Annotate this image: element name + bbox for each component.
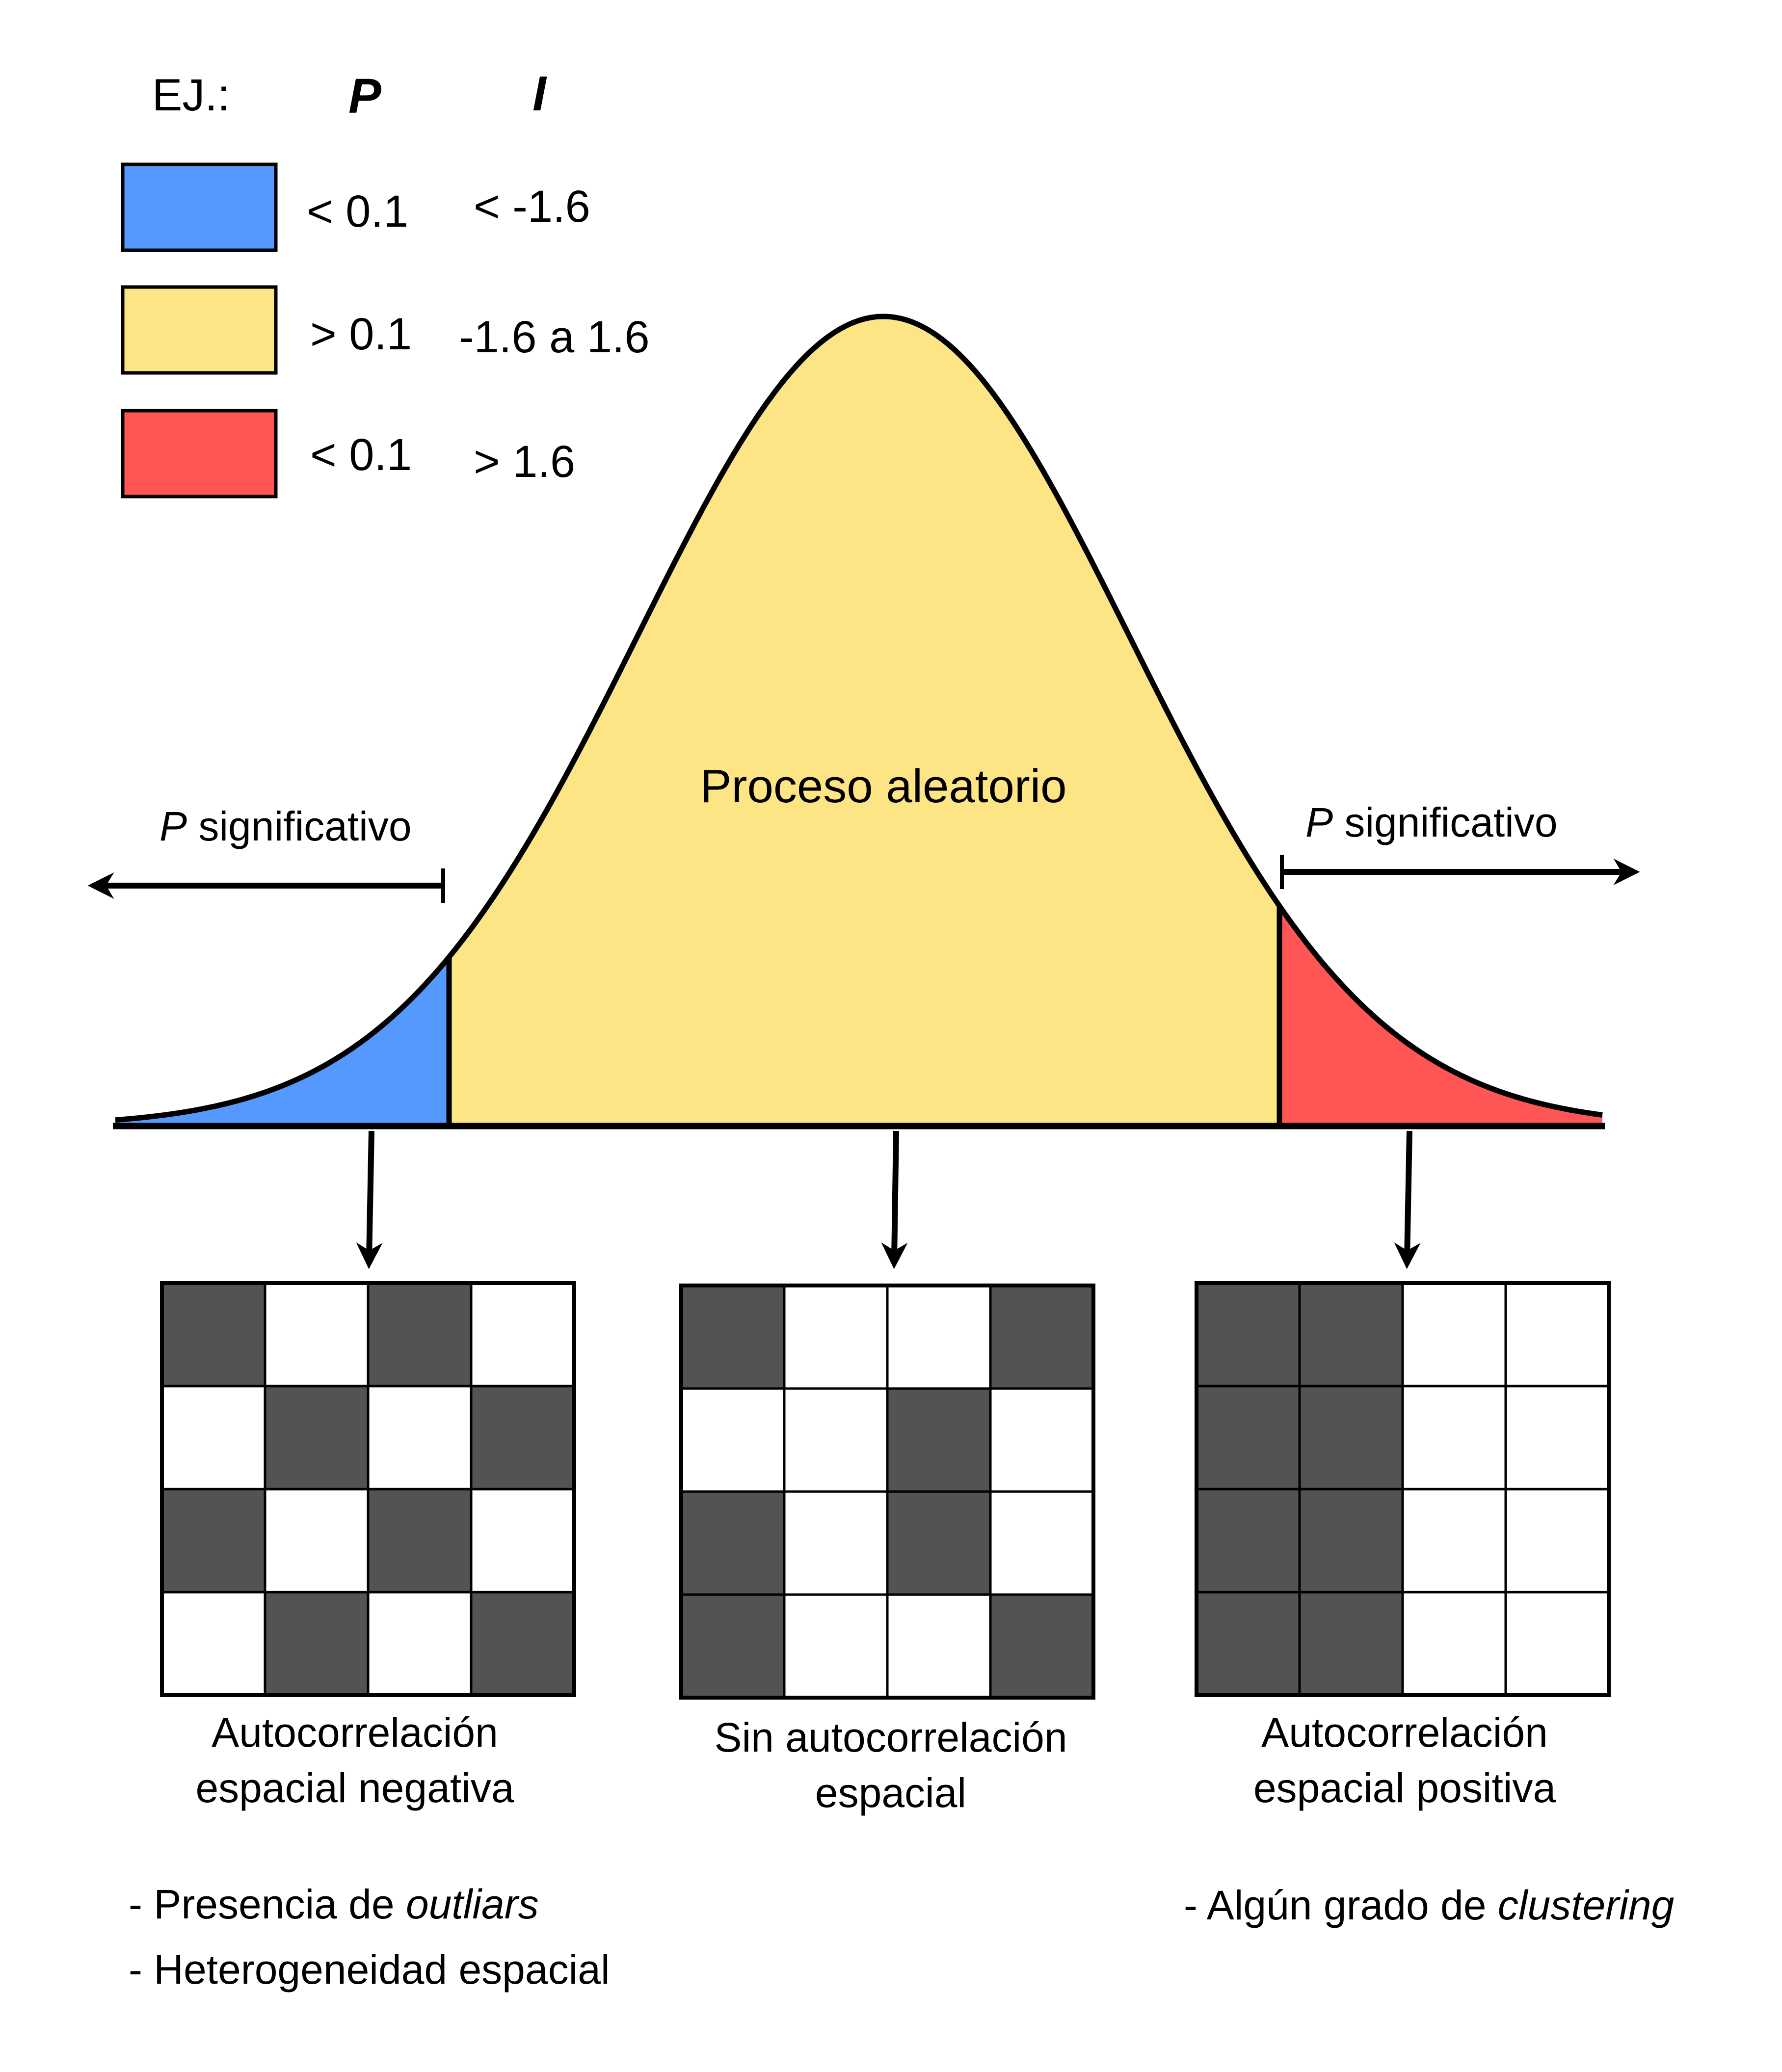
grid-cell-dark (1195, 1282, 1301, 1388)
grid-cell-dark (680, 1593, 786, 1699)
grid-cell-light (160, 1591, 266, 1697)
grid-cell-light (1401, 1591, 1507, 1697)
grid-border (679, 1284, 1095, 1700)
grid-border (1195, 1281, 1611, 1697)
legend-header-p: P (348, 69, 381, 124)
grid-cell-dark (1298, 1385, 1404, 1491)
legend: EJ.: P I < 0.1 < -1.6 > 0.1 -1.6 a 1.6 <… (121, 66, 650, 498)
grid-cell-dark (680, 1284, 786, 1390)
caption-none-line2: espacial (815, 1770, 966, 1816)
grid-cell-light (1401, 1385, 1507, 1491)
left-significance-indicator: P significativo (87, 803, 445, 903)
grid-cell-dark (886, 1387, 992, 1493)
legend-i-value: -1.6 a 1.6 (459, 312, 650, 362)
grid-cell-light (783, 1490, 889, 1596)
grid-cell-dark (470, 1385, 576, 1491)
grid-cell-light (989, 1387, 1095, 1493)
right-significance-indicator: P significativo (1280, 799, 1640, 889)
grid-negative (160, 1281, 576, 1697)
down-arrow-none (881, 1130, 908, 1269)
grid-cell-light (470, 1488, 576, 1594)
legend-swatch-red (121, 409, 278, 498)
legend-swatch-blue (121, 162, 278, 252)
right-significance-label: P significativo (1305, 799, 1558, 845)
grid-cell-light (989, 1490, 1095, 1596)
legend-i-value: < -1.6 (474, 182, 590, 232)
caption-negative-line1: Autocorrelación (212, 1709, 498, 1756)
curve-outline (115, 314, 1603, 1123)
down-arrow-positive (1394, 1130, 1421, 1269)
grid-cell-dark (470, 1591, 576, 1697)
caption-none-line1: Sin autocorrelación (714, 1714, 1067, 1760)
grid-cell-light (264, 1488, 370, 1594)
normal-curve: Proceso aleatorio (113, 314, 1605, 1129)
note-heterogeneity: - Heterogeneidad espacial (129, 1946, 610, 1993)
grid-cell-light (783, 1387, 889, 1493)
left-significance-label: P significativo (160, 803, 412, 849)
grid-cell-light (1504, 1385, 1610, 1491)
caption-negative-line2: espacial negativa (195, 1765, 514, 1811)
curve-center-label: Proceso aleatorio (700, 760, 1066, 813)
grid-cell-light (264, 1282, 370, 1388)
curve-right-tail (1279, 906, 1602, 1126)
grid-cell-light (1504, 1591, 1610, 1697)
grid-cell-dark (1298, 1282, 1404, 1388)
grid-cell-light (367, 1591, 473, 1697)
legend-swatch-yellow (121, 285, 278, 375)
grid-cell-light (886, 1593, 992, 1699)
grid-cell-light (783, 1284, 889, 1390)
grid-cell-light (1401, 1282, 1507, 1388)
grid-cell-dark (1298, 1591, 1404, 1697)
grid-cell-dark (264, 1591, 370, 1697)
grid-cell-dark (989, 1284, 1095, 1390)
grid-cell-light (1504, 1282, 1610, 1388)
grid-cell-light (367, 1385, 473, 1491)
grid-cell-dark (264, 1385, 370, 1491)
caption-positive-line1: Autocorrelación (1261, 1709, 1548, 1756)
down-arrow-negative (356, 1130, 383, 1269)
grid-border (160, 1281, 576, 1697)
grid-cell-dark (886, 1490, 992, 1596)
grid-none (679, 1284, 1095, 1700)
grid-cell-light (1401, 1488, 1507, 1594)
grid-cell-light (680, 1387, 786, 1493)
legend-p-value: < 0.1 (310, 430, 412, 480)
legend-prefix: EJ.: (152, 70, 230, 120)
legend-header-i: I (532, 66, 547, 121)
grid-cell-dark (989, 1593, 1095, 1699)
grid-cell-dark (160, 1488, 266, 1594)
grid-cell-dark (680, 1490, 786, 1596)
grid-positive (1195, 1281, 1611, 1697)
grid-cell-dark (1195, 1385, 1301, 1491)
grid-cell-light (470, 1282, 576, 1388)
note-outliers: - Presencia de outliars (129, 1881, 539, 1927)
legend-p-value: > 0.1 (310, 309, 412, 359)
grid-cell-dark (1298, 1488, 1404, 1594)
grid-cell-dark (1195, 1591, 1301, 1697)
grid-cell-dark (1195, 1488, 1301, 1594)
grid-cell-dark (160, 1282, 266, 1388)
grid-cell-light (160, 1385, 266, 1491)
grid-cell-light (1504, 1488, 1610, 1594)
curve-center-region (449, 316, 1279, 1126)
note-clustering: - Algún grado de clustering (1184, 1882, 1674, 1928)
grid-cell-light (886, 1284, 992, 1390)
legend-i-value: > 1.6 (474, 437, 575, 487)
grid-cell-dark (367, 1282, 473, 1388)
caption-positive-line2: espacial positiva (1253, 1765, 1556, 1811)
legend-p-value: < 0.1 (307, 186, 408, 236)
grid-cell-dark (367, 1488, 473, 1594)
curve-left-tail (115, 957, 449, 1126)
grid-cell-light (783, 1593, 889, 1699)
